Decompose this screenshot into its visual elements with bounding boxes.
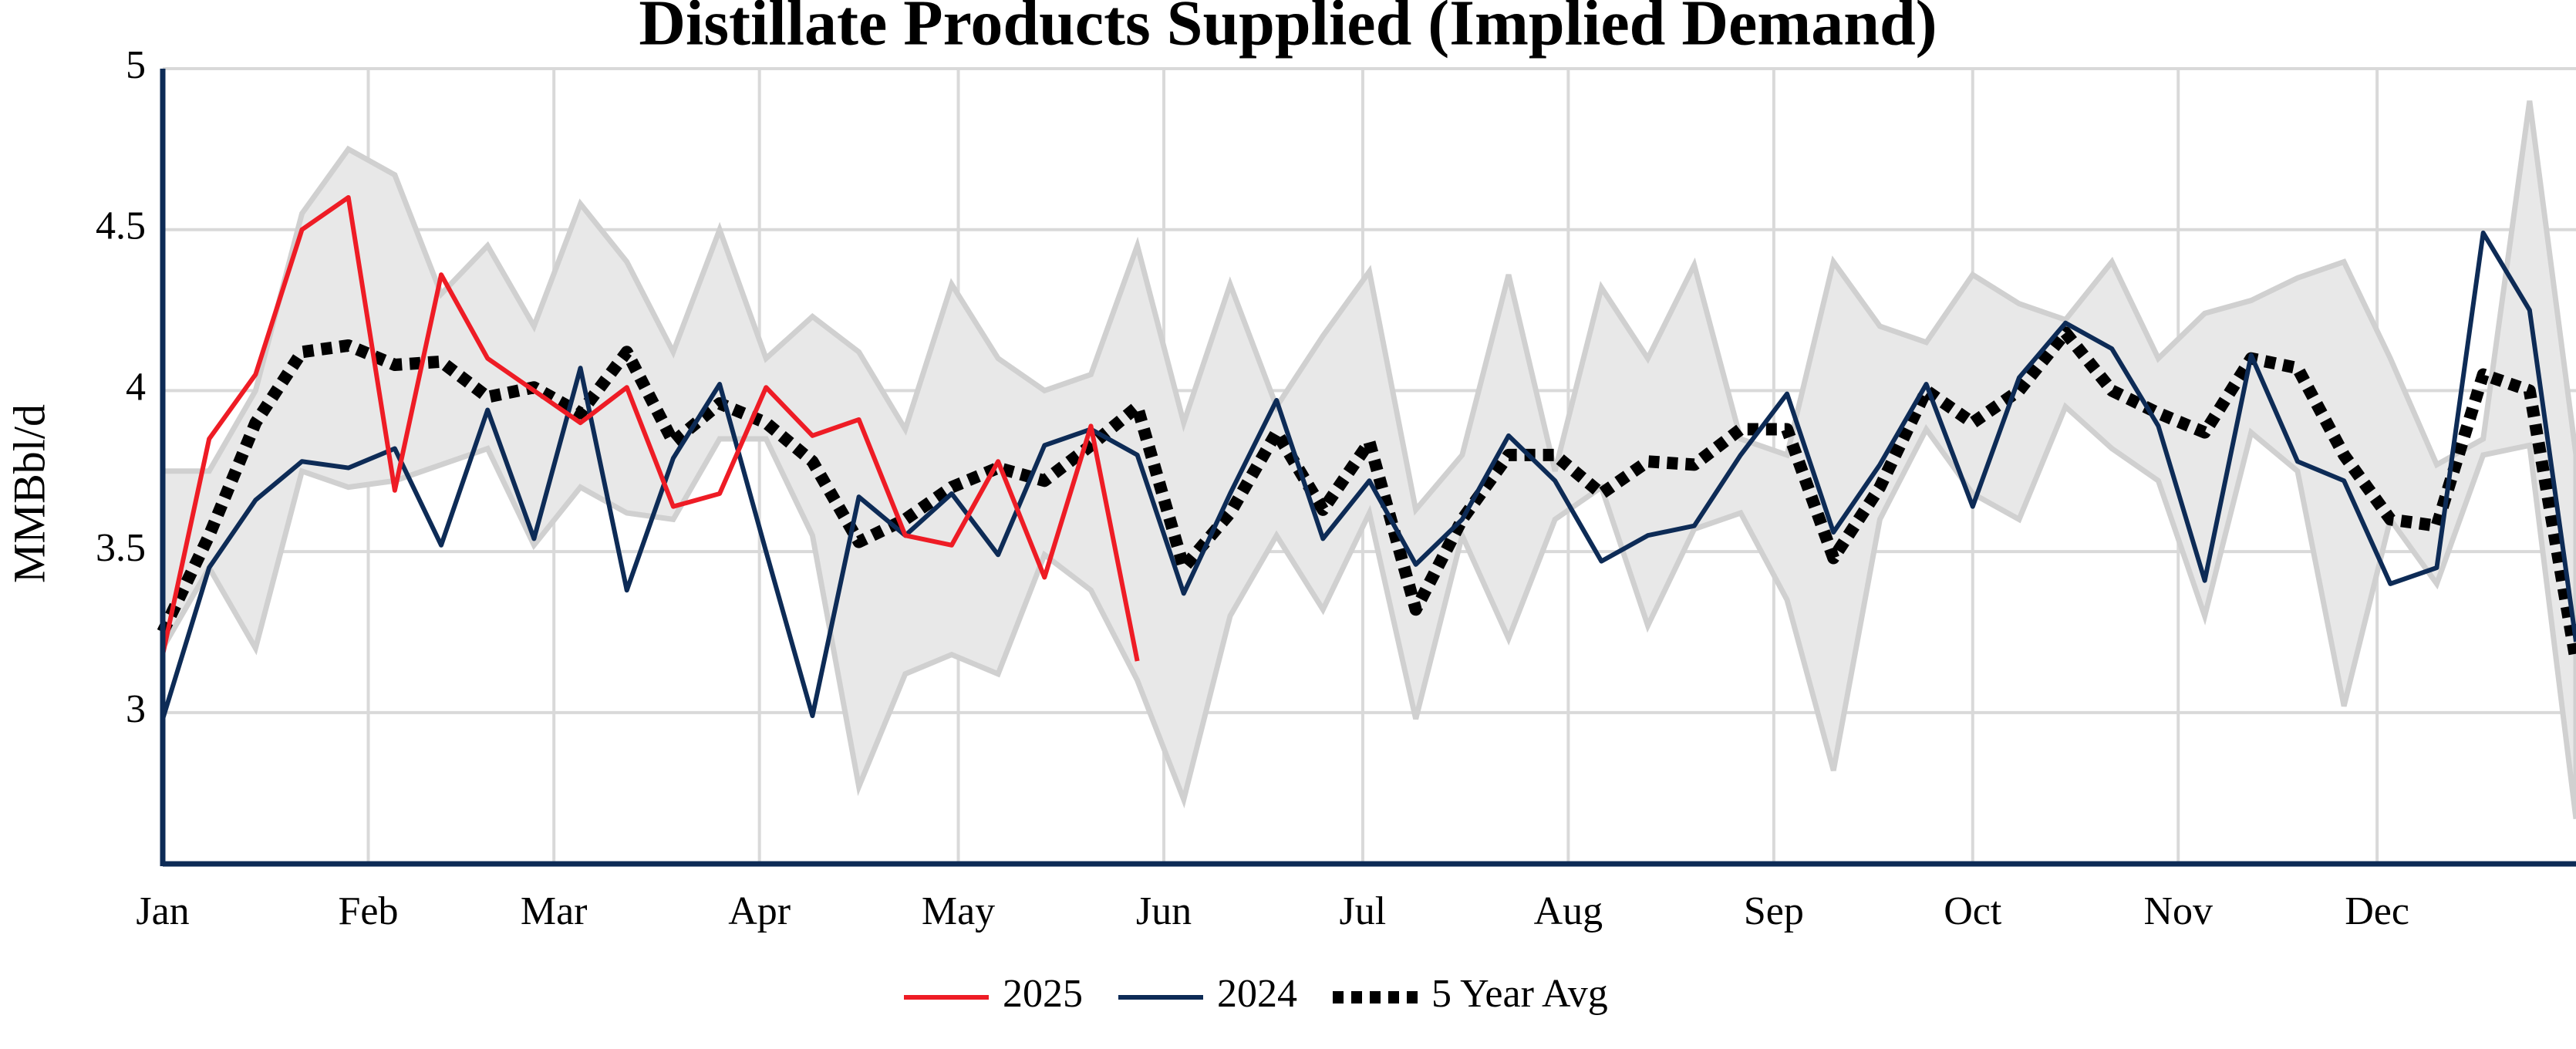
y-axis-label: MMBbl/d [4,404,54,583]
x-tick-label: Aug [1534,889,1603,933]
y-tick-label: 4 [126,365,146,409]
x-tick-label: Dec [2345,889,2409,933]
x-tick-label: Oct [1944,889,2002,933]
line [157,326,2576,663]
y-tick-label: 3 [126,687,146,731]
legend-label: 5 Year Avg [1431,972,1608,1016]
y-tick-label: 4.5 [96,204,146,248]
line [160,194,1140,662]
x-tick-label: Jun [1136,889,1192,933]
x-tick-label: Jul [1340,889,1387,933]
x-tick-label: Nov [2143,889,2213,933]
x-tick-label: Mar [521,889,588,933]
x-tick-label: Jan [136,889,189,933]
chart-title: Distillate Products Supplied (Implied De… [639,0,1937,59]
legend-label: 2025 [1003,972,1083,1016]
legend-label: 2024 [1217,972,1297,1016]
range-band [160,100,2576,819]
x-tick-label: May [922,889,995,933]
line [160,230,2576,720]
y-tick-label: 5 [126,43,146,87]
y-tick-label: 3.5 [96,526,146,570]
x-tick-label: Apr [728,889,791,933]
x-tick-label: Feb [338,889,398,933]
x-tick-label: Sep [1744,889,1804,933]
